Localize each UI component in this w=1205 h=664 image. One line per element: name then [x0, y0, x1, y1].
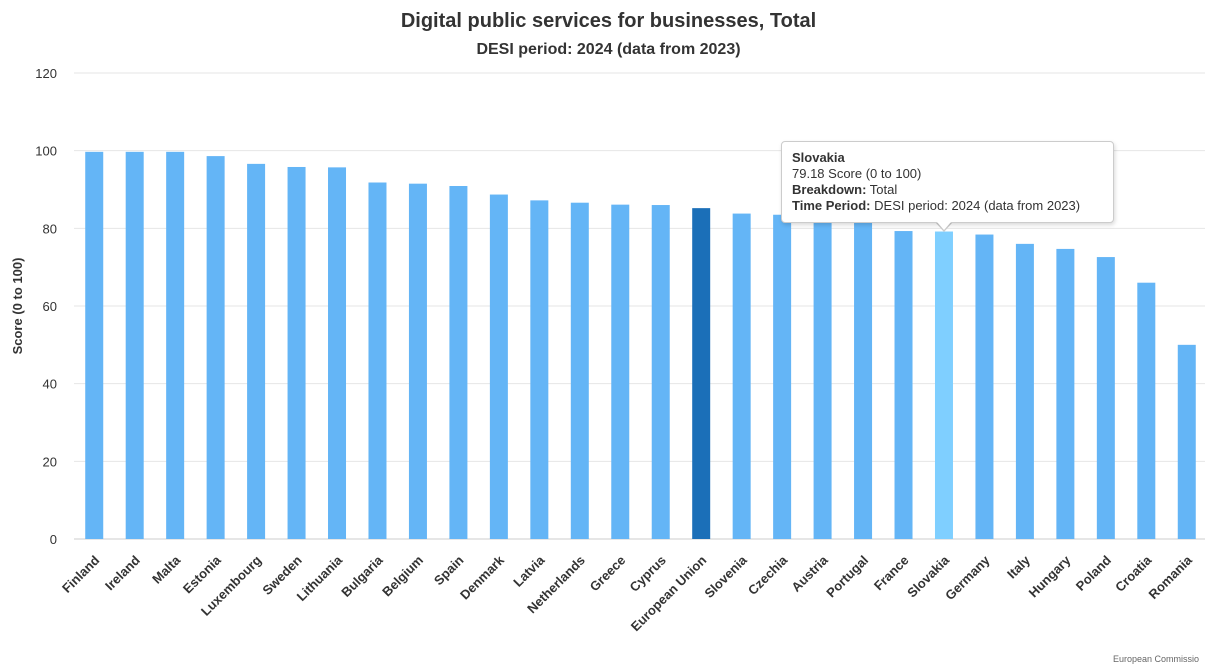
tooltip-breakdown: Breakdown: Total: [792, 182, 1103, 198]
x-axis-labels: Finland Ireland MaltaEstoniaLuxembourgSwed…: [59, 552, 1195, 634]
bar-poland[interactable]: [1096, 257, 1115, 539]
y-tick-label: 120: [35, 66, 57, 81]
bar-slovenia[interactable]: [732, 213, 751, 539]
bar-belgium[interactable]: [408, 183, 427, 540]
bar-romania[interactable]: [1177, 344, 1196, 539]
bar-germany[interactable]: [975, 234, 994, 539]
bar-greece[interactable]: [611, 204, 630, 539]
chart-subtitle: DESI period: 2024 (data from 2023): [476, 41, 741, 58]
y-axis-title: Score (0 to 100): [10, 258, 25, 355]
x-tick-label: Romania: [1145, 552, 1195, 602]
x-tick-label: Portugal: [823, 553, 871, 601]
tooltip: Slovakia 79.18 Score (0 to 100) Breakdow…: [781, 141, 1114, 223]
y-tick-label: 20: [43, 454, 57, 469]
bar-european-union[interactable]: [692, 208, 711, 539]
bar-ireland[interactable]: [125, 151, 144, 539]
bar-hungary[interactable]: [1056, 248, 1075, 540]
x-tick-label: Poland: [1073, 552, 1114, 593]
y-tick-label: 80: [43, 221, 57, 236]
bar-estonia[interactable]: [206, 156, 225, 539]
bar-croatia[interactable]: [1137, 282, 1156, 539]
bar-finland[interactable]: [85, 151, 104, 539]
y-axis-ticks: 0 20 40 60 80 100 120: [35, 66, 57, 547]
x-tick-label: Finland: [59, 552, 102, 595]
x-tick-label: Bulgaria: [338, 552, 386, 600]
x-tick-label: Greece: [587, 553, 629, 595]
tooltip-breakdown-value: Total: [869, 182, 898, 197]
bar-sweden[interactable]: [287, 166, 306, 539]
bar-lithuania[interactable]: [328, 167, 347, 540]
bar-france[interactable]: [894, 231, 913, 539]
x-tick-label: Germany: [942, 552, 993, 603]
x-tick-label: Czechia: [745, 552, 791, 598]
bar-denmark[interactable]: [489, 194, 508, 539]
tooltip-period-label: Time Period:: [792, 198, 871, 213]
x-tick-label: Hungary: [1026, 552, 1074, 600]
bar-luxembourg[interactable]: [247, 163, 266, 539]
bar-italy[interactable]: [1015, 243, 1034, 539]
bar-latvia[interactable]: [530, 200, 549, 539]
tooltip-period: Time Period: DESI period: 2024 (data fro…: [792, 198, 1103, 214]
bar-netherlands[interactable]: [570, 202, 589, 539]
credit-link[interactable]: European Commissio: [1112, 654, 1199, 664]
x-tick-label: Malta: [149, 552, 184, 587]
tooltip-title: Slovakia: [792, 150, 845, 165]
tooltip-arrow: [937, 222, 951, 230]
y-tick-label: 40: [43, 377, 57, 392]
x-tick-label: European Union: [628, 552, 710, 634]
bar-portugal[interactable]: [854, 220, 873, 540]
tooltip-breakdown-label: Breakdown:: [792, 182, 867, 197]
x-tick-label: Lithuania: [294, 552, 346, 604]
bar-spain[interactable]: [449, 186, 468, 539]
x-tick-label: Slovenia: [701, 552, 750, 601]
chart-title: Digital public services for businesses, …: [400, 10, 817, 32]
tooltip-period-value: DESI period: 2024 (data from 2023): [874, 198, 1081, 213]
x-tick-label: Latvia: [510, 552, 548, 590]
x-tick-label: Denmark: [457, 552, 507, 602]
x-tick-label: Spain: [431, 552, 467, 588]
bars: [85, 151, 1196, 540]
y-tick-label: 0: [50, 532, 57, 547]
y-tick-label: 100: [35, 144, 57, 159]
bar-czechia[interactable]: [773, 214, 792, 539]
x-tick-label: Belgium: [379, 553, 426, 600]
tooltip-value: 79.18 Score (0 to 100): [792, 166, 922, 181]
bar-malta[interactable]: [166, 151, 185, 539]
bar-slovakia[interactable]: [934, 231, 953, 539]
bar-bulgaria[interactable]: [368, 182, 387, 539]
y-tick-label: 60: [43, 299, 57, 314]
bar-cyprus[interactable]: [651, 205, 670, 540]
x-tick-label: Italy: [1004, 552, 1034, 582]
bar-austria[interactable]: [813, 216, 832, 539]
x-tick-label: Ireland: [102, 552, 143, 593]
